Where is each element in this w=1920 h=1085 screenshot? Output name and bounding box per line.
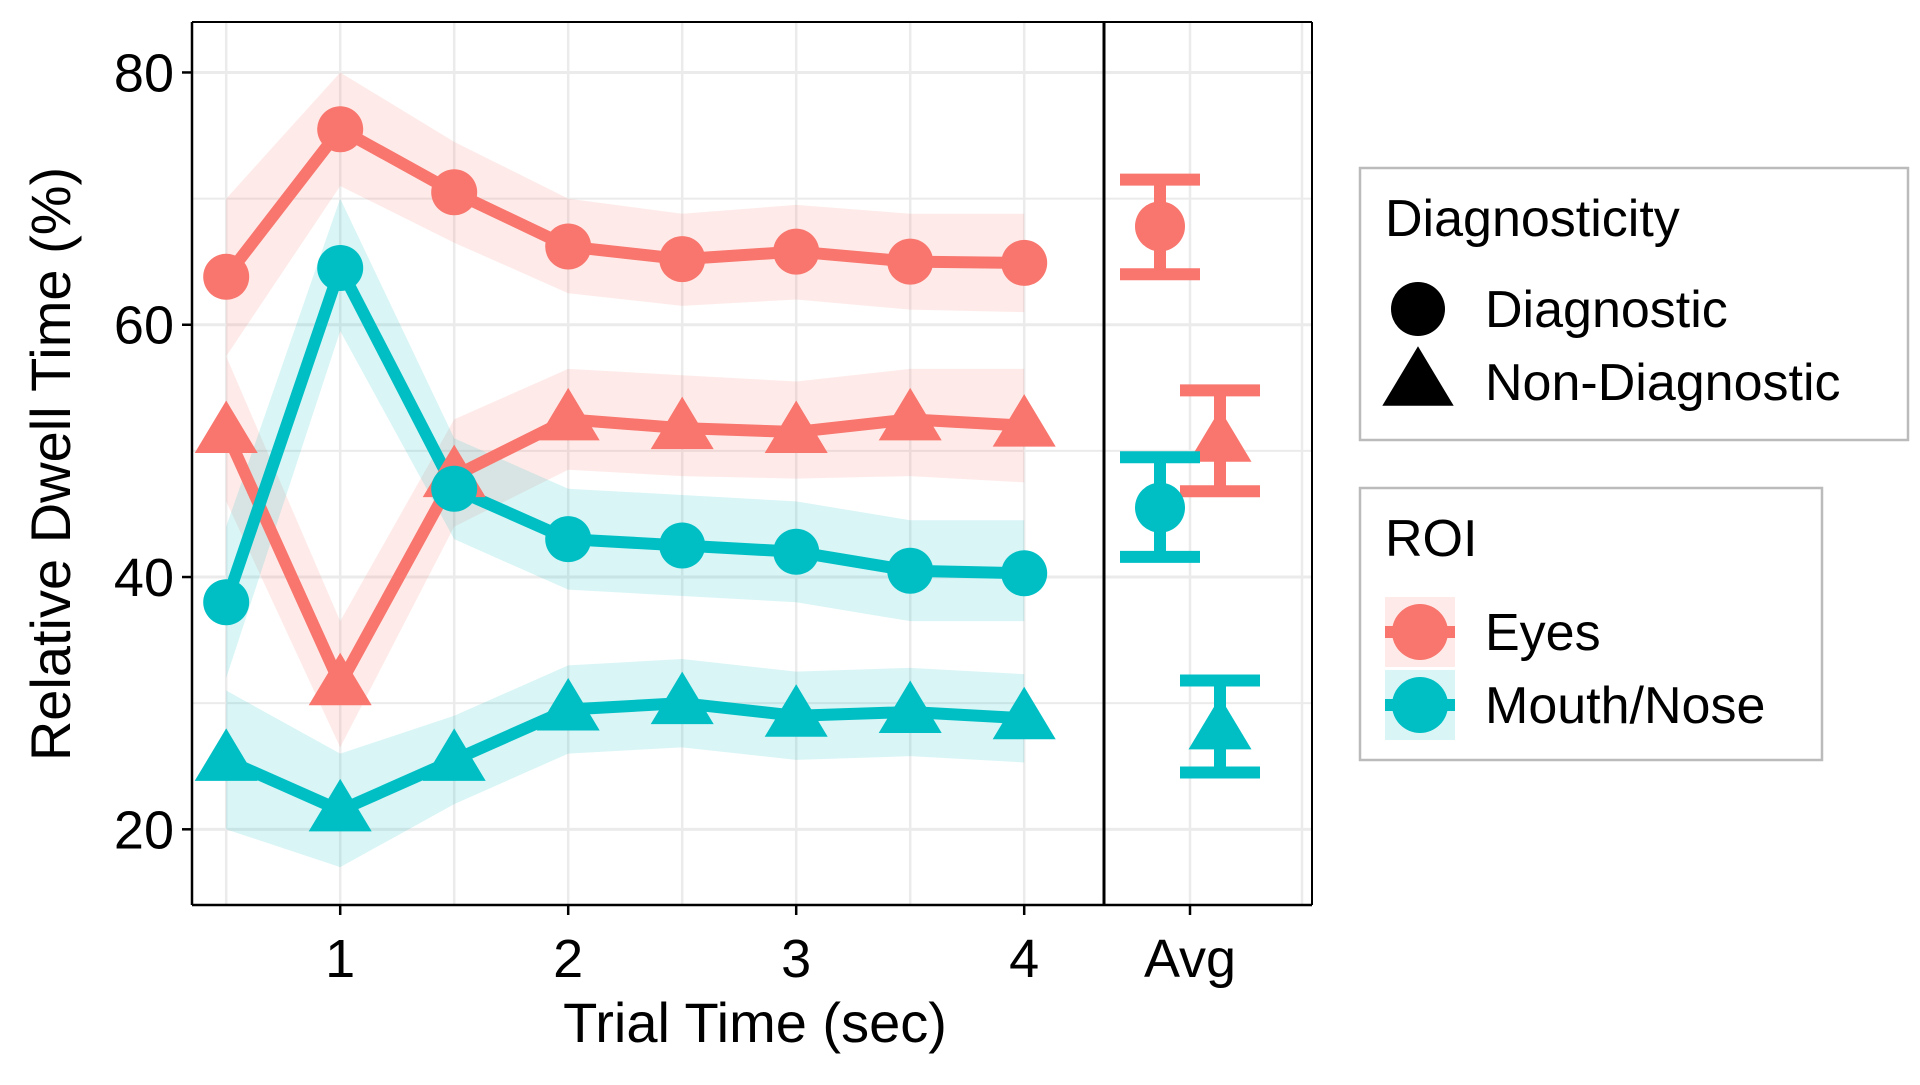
data-point-circle (887, 238, 934, 285)
data-point-triangle (878, 387, 942, 441)
legend-box-diagnosticity (1358, 166, 1910, 442)
data-point-circle (203, 579, 250, 626)
avg-point-circle (1135, 201, 1185, 252)
data-point-triangle (650, 671, 714, 725)
data-point-triangle (536, 677, 600, 731)
avg-point-triangle (1188, 409, 1252, 462)
axis-layer: 20 40 60 80 1 2 3 4 Avg (114, 21, 1313, 989)
avg-layer (1120, 173, 1260, 779)
data-point-triangle (422, 728, 486, 781)
data-point-circle (545, 223, 592, 270)
data-point-circle (773, 528, 820, 575)
avg-point-circle (1135, 482, 1185, 533)
data-point-circle (431, 169, 478, 216)
data-point-circle (659, 522, 706, 569)
data-point-triangle (308, 652, 372, 706)
y-tick-label: 40 (114, 548, 174, 608)
data-point-triangle (650, 396, 714, 450)
x-tick-label: 2 (553, 929, 583, 989)
marker-layer (194, 106, 1056, 832)
x-tick-label: 4 (1009, 929, 1039, 989)
y-tick-label: 80 (114, 43, 174, 103)
data-point-circle (317, 244, 364, 291)
legend-title-roi: ROI (1385, 510, 1477, 568)
legend-label: Diagnostic (1485, 281, 1728, 339)
legend-label: Mouth/Nose (1485, 677, 1765, 735)
x-axis-title: Trial Time (sec) (563, 991, 947, 1054)
data-point-circle (203, 253, 250, 300)
data-point-circle (1001, 239, 1048, 286)
confidence-ribbon (226, 356, 1025, 748)
legend-key-circle (1391, 282, 1445, 336)
legend-label: Eyes (1485, 604, 1601, 662)
legend-key-mouth-nose (1392, 677, 1448, 733)
data-point-circle (1001, 550, 1048, 597)
data-point-circle (659, 236, 706, 283)
ribbon-layer (226, 72, 1025, 868)
data-point-triangle (308, 778, 372, 832)
data-point-circle (431, 465, 478, 512)
data-point-triangle (764, 684, 828, 737)
data-point-circle (317, 106, 364, 153)
confidence-ribbon (226, 72, 1025, 357)
data-point-triangle (992, 394, 1056, 447)
grid-layer (192, 22, 1312, 905)
legend-label: Non-Diagnostic (1485, 354, 1841, 412)
data-point-circle (545, 516, 592, 563)
y-axis-title: Relative Dwell Time (%) (19, 167, 82, 761)
y-tick-label: 20 (114, 800, 174, 860)
data-point-triangle (764, 400, 828, 453)
data-point-circle (773, 228, 820, 275)
avg-tick-label: Avg (1144, 929, 1236, 989)
data-point-triangle (992, 686, 1056, 740)
legend-layer: Diagnosticity Diagnostic Non-Diagnostic ROI… (1358, 166, 1910, 762)
data-point-circle (887, 547, 934, 594)
legend-key-eyes (1392, 604, 1448, 660)
data-point-triangle (536, 387, 600, 441)
avg-point-triangle (1188, 696, 1252, 750)
y-tick-label: 60 (114, 296, 174, 356)
data-point-triangle (878, 680, 942, 734)
x-tick-label: 1 (325, 929, 355, 989)
legend-title-diagnosticity: Diagnosticity (1385, 190, 1680, 248)
data-point-triangle (194, 400, 258, 453)
data-point-triangle (194, 728, 258, 781)
legend-key-triangle (1382, 346, 1454, 406)
x-tick-label: 3 (781, 929, 811, 989)
